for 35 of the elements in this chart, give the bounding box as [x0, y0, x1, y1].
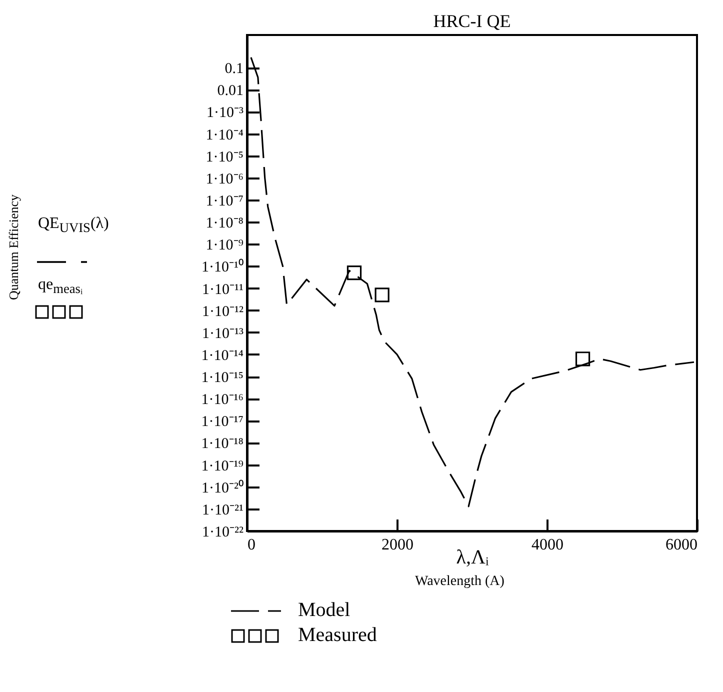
legend-label: Model: [298, 599, 350, 622]
y-tick-label: 1·10⁻¹⁰: [202, 258, 244, 276]
chart-title: HRC-I QE: [433, 11, 511, 31]
y-tick-label: 0.01: [217, 83, 244, 100]
x-axis-title: λ,Λᵢ: [456, 546, 490, 568]
y-tick-label: 1·10⁻¹²: [202, 304, 244, 320]
text: Quantum Efficiency: [6, 194, 22, 300]
y-tick-label: 1·10⁻¹¹: [202, 282, 244, 298]
y-tick-label: 1·10⁻¹⁶: [201, 392, 244, 408]
x-tick-label: 6000: [666, 536, 698, 554]
y-tick-label: 0.1: [224, 61, 244, 78]
y-tick-label: 1·10⁻¹⁴: [201, 348, 244, 364]
y-tick-label: 1·10⁻³: [206, 105, 244, 122]
y-tick-label: 1·10⁻⁸: [206, 216, 244, 232]
x-tick-label: 2000: [382, 536, 414, 554]
y-tick-label: 1·10⁻¹⁸: [201, 436, 244, 452]
y-tick-label: 1·10⁻⁴: [206, 127, 244, 144]
line-series: [250, 56, 695, 508]
legend-label: Measured: [298, 624, 377, 647]
text: QE$_{UVIS}$(λ): [38, 215, 109, 236]
y-tick-label: 1·10⁻¹⁹: [201, 458, 244, 474]
text: qe$_{measᵢ}$: [38, 276, 83, 298]
y-tick-label: 1·10⁻²⁰: [202, 479, 244, 496]
y-tick-label: 1·10⁻²²: [202, 524, 244, 540]
y-tick-label: 1·10⁻²¹: [202, 502, 244, 518]
x-tick-label: 0: [248, 536, 256, 554]
x-tick-label: 4000: [532, 536, 564, 554]
y-tick-label: 1·10⁻⁵: [206, 149, 244, 166]
y-tick-label: 1·10⁻⁷: [206, 193, 244, 210]
y-tick-label: 1·10⁻¹⁵: [201, 370, 244, 386]
text: Wavelength (A): [415, 574, 504, 590]
y-tick-label: 1·10⁻¹⁷: [201, 414, 244, 430]
y-tick-label: 1·10⁻¹³: [202, 326, 244, 342]
y-tick-label: 1·10⁻⁶: [206, 171, 244, 188]
y-tick-label: 1·10⁻⁹: [206, 238, 244, 254]
